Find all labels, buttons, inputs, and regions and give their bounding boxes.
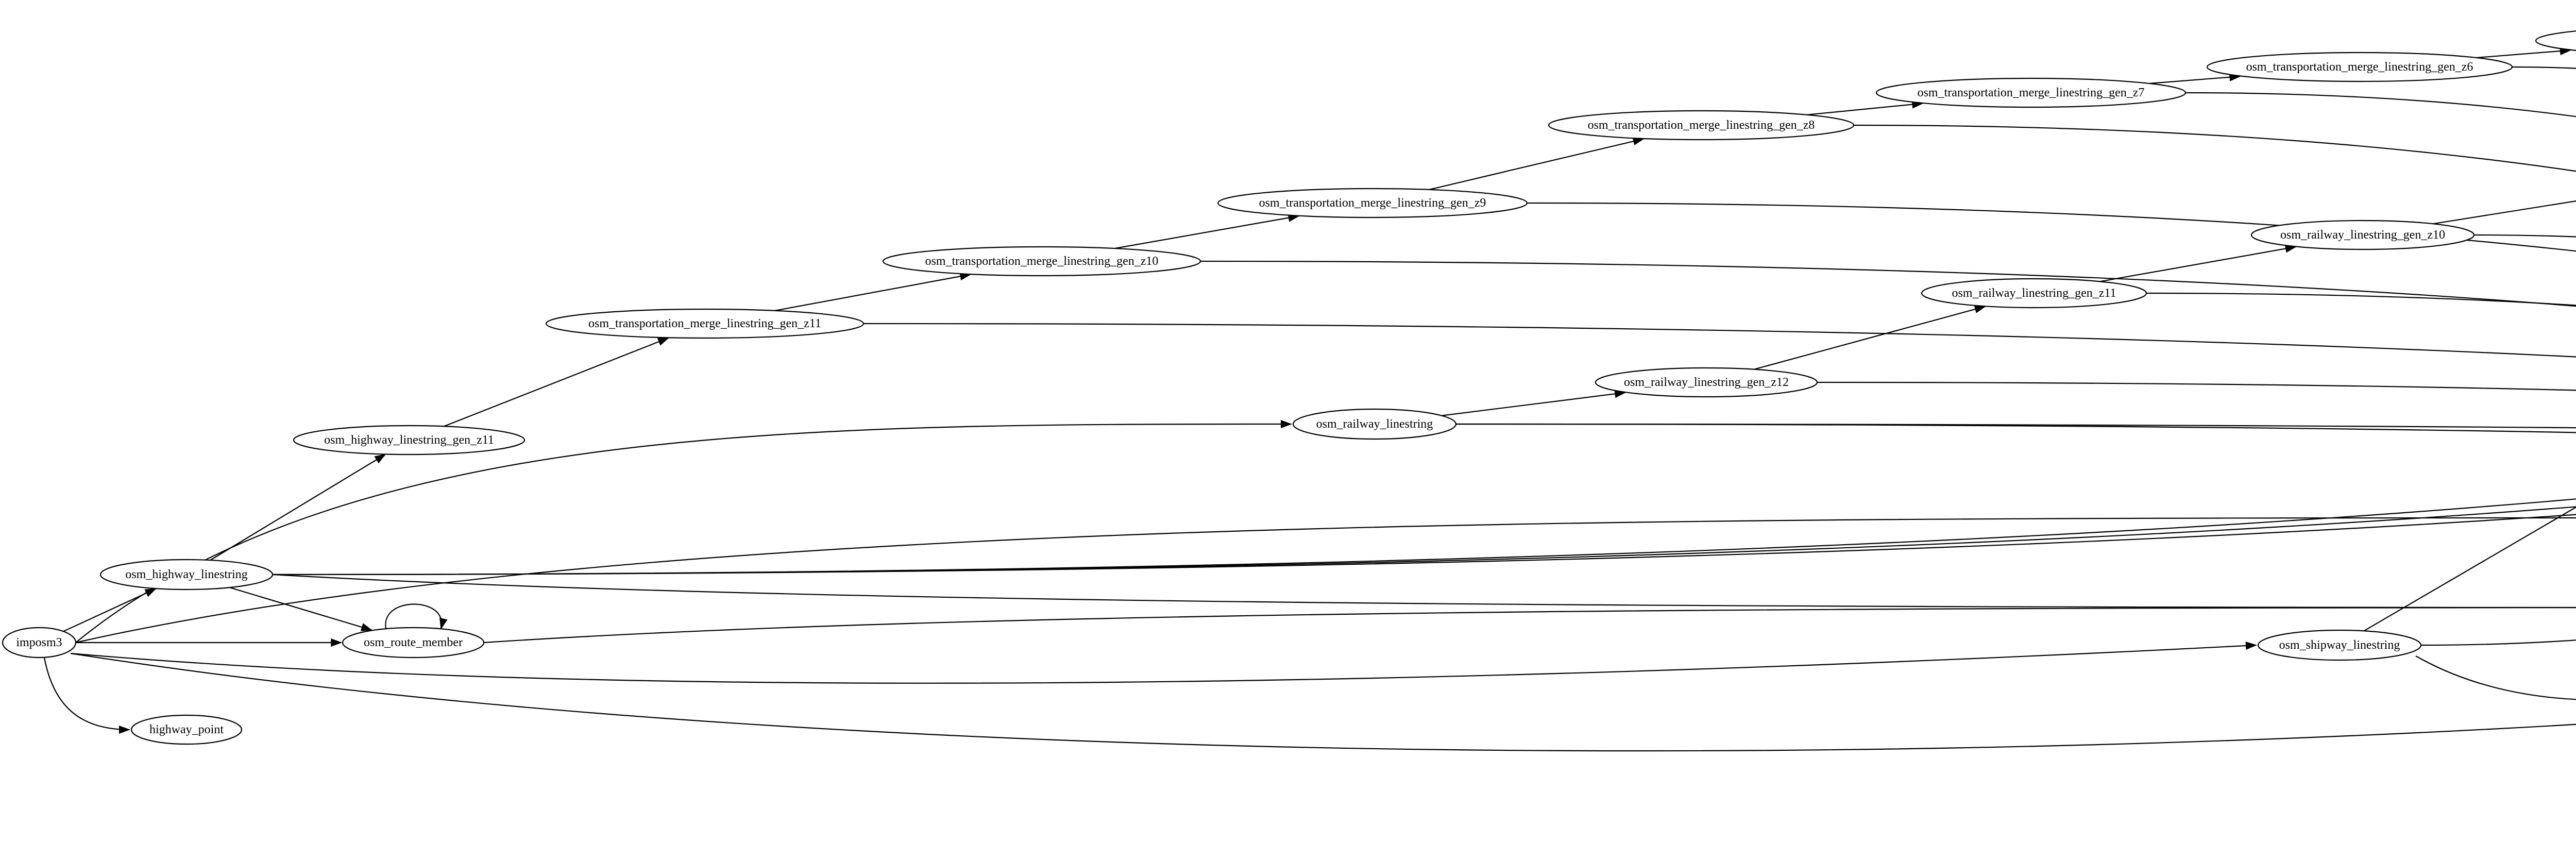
node-ellipse-osm_railway_linestring_gen_z12 [1595,367,1818,398]
node-ellipse-highway_point [130,714,243,745]
node-label-osm_transportation_merge_linestring_gen_z6: osm_transportation_merge_linestring_gen_… [2246,60,2473,74]
edge-imposm3-to-highway_point [43,657,130,734]
node-ellipse-osm_transportation_merge_linestring_gen_z8 [1548,110,1855,141]
node-osm_transportation_merge_linestring_gen_z7: osm_transportation_merge_linestring_gen_… [1875,77,2187,108]
node-label-osm_transportation_merge_linestring_gen_z8: osm_transportation_merge_linestring_gen_… [1588,119,1815,132]
nodes-layer: imposm3 highway_point osm_route_member osm_… [2,30,2576,745]
edge-osm_route_member-to-osm_route_member [385,603,448,631]
node-ellipse-imposm3 [2,627,77,659]
node-label-imposm3: imposm3 [16,636,62,649]
edge-osm_transportation_merge_linestring_gen_z8-to-osm_transportation_merge_linestring_gen_z7 [1806,100,1924,115]
node-label-osm_railway_linestring_gen_z10: osm_railway_linestring_gen_z10 [2280,228,2445,242]
edge-osm_railway_linestring_gen_z10-to-osm_railway_linestring_gen_z9 [2433,200,2576,225]
node-highway_point: highway_point [130,714,243,745]
node-label-osm_transportation_merge_linestring_gen_z10: osm_transportation_merge_linestring_gen_… [925,255,1159,268]
edge-osm_transportation_merge_linestring_gen_z6-to-row-z6 [2512,66,2576,69]
edge-imposm3-to-osm_shipway_linestring [70,642,2257,684]
edge-osm_railway_linestring_gen_z10-to-row-z10 [2473,234,2576,238]
node-ellipse-osm_transportation_merge_linestring_gen_z10 [882,246,1201,277]
edge-osm_shipway_linestring-to-osm_shipway_linestring_gen_z12 [2363,506,2576,632]
node-osm_transportation_merge_linestring_gen_z5: osm_transportation_merge_linestring_gen_… [2535,30,2576,51]
node-ellipse-osm_transportation_merge_linestring_gen_z5 [2535,30,2576,51]
edge-osm_railway_linestring-to-osm_railway_linestring_gen_z12 [1442,390,1626,416]
edge-osm_transportation_merge_linestring_gen_z10-to-osm_transportation_merge_linestring_gen_z9 [1114,213,1300,249]
node-ellipse-osm_highway_linestring [99,559,274,591]
edge-osm_shipway_linestring-to-row-z13 [2420,639,2576,646]
node-label-osm_railway_linestring_gen_z12: osm_railway_linestring_gen_z12 [1624,376,1789,389]
node-osm_highway_linestring_gen_z11: osm_highway_linestring_gen_z11 [293,425,526,456]
node-label-osm_transportation_merge_linestring_gen_z11: osm_transportation_merge_linestring_gen_… [588,317,821,330]
edge-osm_transportation_merge_linestring_gen_z9-to-osm_transportation_merge_linestring_gen_z8 [1429,137,1645,191]
edge-osm_railway_linestring-to-row-z14+ [1455,423,2576,433]
node-label-osm_route_member: osm_route_member [364,636,463,649]
edge-osm_highway_linestring_gen_z11-to-osm_transportation_merge_linestring_gen_z11 [444,337,670,427]
node-ellipse-osm_shipway_linestring [2257,629,2422,661]
node-ellipse-osm_railway_linestring [1292,408,1457,440]
node-ellipse-osm_railway_linestring_gen_z10 [2250,220,2475,250]
edge-osm_transportation_merge_linestring_gen_z7-to-row-z7 [2185,92,2576,117]
edge-osm_transportation_merge_linestring_gen_z11-to-row-z11 [863,323,2576,358]
node-ellipse-osm_transportation_merge_linestring_gen_z9 [1217,188,1528,218]
node-osm_shipway_linestring: osm_shipway_linestring [2257,629,2422,661]
edge-osm_highway_linestring-to-osm_route_member [229,587,373,631]
edge-osm_transportation_merge_linestring_gen_z8-to-row-z8 [1853,124,2576,172]
node-osm_transportation_merge_linestring_gen_z6: osm_transportation_merge_linestring_gen_… [2206,52,2513,82]
node-osm_transportation_merge_linestring_gen_z8: osm_transportation_merge_linestring_gen_… [1548,110,1855,141]
edge-imposm3-to-osm_highway_polygon [70,652,2576,752]
node-osm_highway_linestring: osm_highway_linestring [99,559,274,591]
edge-osm_highway_linestring-to-row-z14+ [272,514,2576,576]
edge-osm_route_member-to-osm_transportation_name_network [483,607,2576,644]
node-ellipse-osm_transportation_merge_linestring_gen_z7 [1875,77,2187,108]
node-ellipse-osm_highway_linestring_gen_z11 [293,425,526,456]
edge-osm_shipway_linestring-to-row-z14+ [2415,655,2576,700]
node-osm_transportation_merge_linestring_gen_z10: osm_transportation_merge_linestring_gen_… [882,246,1201,277]
edge-osm_highway_linestring-to-row-z12 [272,498,2576,576]
node-label-osm_highway_linestring: osm_highway_linestring [125,568,247,581]
node-ellipse-osm_route_member [342,627,485,659]
node-osm_railway_linestring: osm_railway_linestring [1292,408,1457,440]
edge-osm_transportation_merge_linestring_gen_z10-to-row-z10 [1200,260,2576,307]
node-label-osm_railway_linestring_gen_z11: osm_railway_linestring_gen_z11 [1952,287,2116,300]
edges-layer [43,47,2576,752]
edge-imposm3-to-osm_aerialway_linestring [75,517,2576,644]
edge-osm_transportation_merge_linestring_gen_z7-to-osm_transportation_merge_linestring_gen_z6 [2149,73,2241,85]
edge-osm_highway_linestring-to-osm_transportation_name_network [272,574,2576,609]
edge-osm_railway_linestring_gen_z11-to-osm_railway_linestring_gen_z10 [2099,244,2297,282]
edge-osm_transportation_merge_linestring_gen_z6-to-osm_transportation_merge_linestring_gen_z5 [2476,47,2571,59]
node-ellipse-osm_transportation_merge_linestring_gen_z11 [545,308,865,339]
edge-imposm3-to-osm_railway_linestring [75,420,1292,643]
edge-osm_highway_linestring-to-osm_highway_linestring_gen_z11 [210,453,386,561]
node-ellipse-osm_railway_linestring_gen_z11 [1921,278,2147,309]
edge-osm_highway_linestring-to-row-z13 [272,506,2576,576]
edge-osm_railway_linestring-to-row-z13 [1455,423,2576,429]
node-osm_route_member: osm_route_member [342,627,485,659]
node-label-osm_highway_linestring_gen_z11: osm_highway_linestring_gen_z11 [324,433,494,447]
node-osm_railway_linestring_gen_z10: osm_railway_linestring_gen_z10 [2250,220,2475,250]
edge-osm_railway_linestring_gen_z12-to-osm_railway_linestring_gen_z11 [1754,305,1986,370]
node-osm_railway_linestring_gen_z11: osm_railway_linestring_gen_z11 [1921,278,2147,309]
node-label-highway_point: highway_point [149,723,224,736]
node-label-osm_transportation_merge_linestring_gen_z9: osm_transportation_merge_linestring_gen_… [1259,196,1486,210]
node-ellipse-osm_transportation_merge_linestring_gen_z6 [2206,52,2513,82]
node-osm_transportation_merge_linestring_gen_z11: osm_transportation_merge_linestring_gen_… [545,308,865,339]
edge-osm_transportation_merge_linestring_gen_z9-to-row-z9 [1527,202,2576,252]
node-label-osm_transportation_merge_linestring_gen_z7: osm_transportation_merge_linestring_gen_… [1918,86,2145,99]
node-osm_railway_linestring_gen_z12: osm_railway_linestring_gen_z12 [1595,367,1818,398]
node-label-osm_shipway_linestring: osm_shipway_linestring [2279,638,2400,652]
node-osm_transportation_merge_linestring_gen_z9: osm_transportation_merge_linestring_gen_… [1217,188,1528,218]
node-imposm3: imposm3 [2,627,77,659]
edge-osm_transportation_merge_linestring_gen_z11-to-osm_transportation_merge_linestring_gen_z10 [774,272,972,311]
edge-osm_railway_linestring_gen_z12-to-row-z12 [1817,381,2576,391]
node-label-osm_railway_linestring: osm_railway_linestring [1316,417,1433,431]
edge-osm_railway_linestring_gen_z11-to-row-z11 [2146,292,2576,306]
